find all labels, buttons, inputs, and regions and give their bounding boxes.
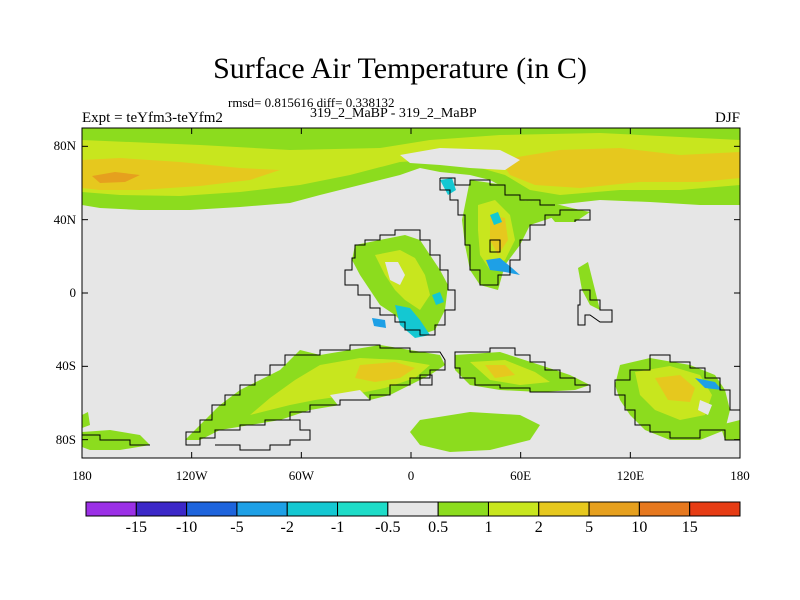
colorbar-swatch: [286, 501, 339, 517]
south-polar-green: [410, 412, 540, 452]
lat-tick-label: 40S: [55, 358, 76, 374]
anomaly-fill-layer: [82, 128, 740, 452]
west-land-cold: [395, 305, 430, 338]
east-land-cold: [695, 378, 722, 390]
east-land-gray-hole: [698, 400, 712, 415]
run-label: 319_2_MaBP - 319_2_MaBP: [310, 106, 477, 121]
west-land-gaps: [385, 262, 405, 285]
coastline-inner-sea: [489, 239, 501, 253]
lat-tick-label: 80N: [53, 138, 76, 154]
coastline-africa: [454, 347, 591, 393]
west-land-cold-3: [432, 292, 444, 305]
colorbar-label: -1: [330, 519, 345, 536]
colorbar-label: -5: [230, 519, 244, 536]
colorbar-swatch: [186, 501, 238, 517]
lon-tick-label: 0: [407, 468, 415, 483]
coastline-north-upper: [440, 177, 555, 206]
colorbar-label: 5: [585, 519, 594, 536]
arctic-hotspot: [92, 172, 140, 183]
coastline-east-land: [614, 354, 741, 441]
colorbar-swatch: [437, 501, 489, 517]
south-land-orange: [355, 362, 415, 382]
east-asia-green: [545, 208, 590, 222]
colorbar-swatch: [236, 501, 288, 517]
colorbar-swatch: [689, 501, 741, 517]
colorbar-label: 2: [534, 519, 543, 536]
lon-tick-label: 180: [72, 468, 92, 483]
coastline-west-continent: [344, 229, 456, 336]
lat-tick-label: 40N: [53, 211, 76, 227]
colorbar-label: 1: [484, 519, 493, 536]
colorbar-swatch: [588, 501, 640, 517]
colorbar-swatch: [487, 501, 540, 517]
plot-title: Surface Air Temperature (in C): [213, 52, 587, 85]
arctic-band-orange: [82, 158, 280, 190]
season-label: DJF: [714, 110, 740, 126]
experiment-label: Expt = teYfm3-teYfm2: [82, 110, 223, 126]
colorbar-swatch: [538, 501, 590, 517]
colorbar-swatch: [638, 501, 691, 517]
colorbar: [85, 501, 741, 517]
colorbar-label: -15: [125, 519, 147, 536]
axis-tick-marks: [81, 128, 741, 458]
west-land-cold-2: [372, 318, 386, 328]
colorbar-label: 0.5: [428, 519, 449, 536]
eurasia-orange: [490, 215, 508, 255]
east-land-orange: [655, 375, 695, 402]
colorbar-swatch: [135, 501, 188, 517]
coastline-south-inlet: [215, 419, 311, 451]
colorbar-label: -0.5: [375, 519, 401, 536]
eurasia-cold-2: [440, 178, 456, 195]
coastline-small-island: [419, 374, 433, 386]
lon-tick-label: 180: [730, 468, 750, 483]
eurasia-cold-3: [490, 212, 502, 225]
stats-subtitle: rmsd= 0.815616 diff= 0.338132: [228, 95, 395, 110]
arctic-band-orange-east: [500, 148, 740, 188]
coastline-south-west: [82, 434, 150, 446]
africa-orange: [485, 365, 515, 378]
colorbar-swatch: [387, 501, 439, 517]
lat-tick-label: 0: [69, 285, 77, 300]
lat-tick-label: 80S: [55, 431, 76, 447]
colorbar-label: 10: [631, 519, 648, 536]
colorbar-label: -2: [280, 519, 294, 536]
colorbar-swatch: [85, 501, 137, 517]
coastline-island-east: [577, 289, 613, 326]
south-polar-green-3: [82, 412, 90, 428]
lon-tick-label: 60W: [288, 468, 314, 483]
arctic-gap: [400, 148, 520, 170]
lon-tick-label: 120W: [175, 468, 208, 483]
coastline-northeast: [439, 178, 591, 286]
coastline-layer: [82, 177, 741, 451]
colorbar-label: 15: [681, 519, 698, 536]
colorbar-label: -10: [175, 519, 198, 536]
colorbar-swatch: [337, 501, 389, 517]
lon-tick-label: 60E: [510, 468, 532, 483]
east-asia-green-2: [578, 262, 600, 310]
eurasia-cold: [486, 258, 520, 275]
lon-tick-label: 120E: [616, 468, 645, 483]
